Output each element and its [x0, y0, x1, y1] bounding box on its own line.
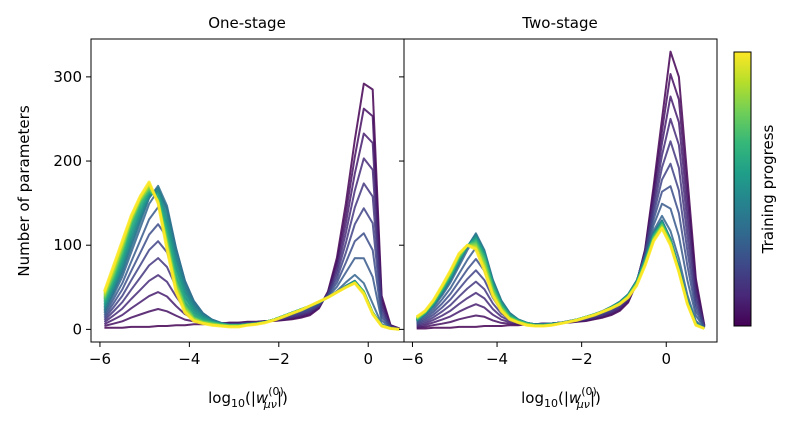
- xlabel-one-stage: log10(|w(0) μν|): [208, 385, 288, 411]
- x-tick-label: −6: [89, 350, 111, 368]
- x-tick-label: −2: [268, 350, 290, 368]
- x-tick-label: −4: [486, 350, 508, 368]
- series-line: [103, 188, 400, 331]
- series-line: [103, 192, 400, 331]
- curves-one-stage: [102, 82, 400, 331]
- ticks-one-stage: −6 −4 −2 0 0 100 200 300: [53, 68, 373, 368]
- series-line: [416, 225, 705, 330]
- title-two-stage: Two-stage: [521, 14, 597, 32]
- series-line: [416, 222, 705, 330]
- series-line: [103, 189, 400, 331]
- y-tick-label: 0: [72, 320, 82, 338]
- series-line: [416, 73, 706, 329]
- x-tick-label: −2: [571, 350, 593, 368]
- ylabel: Number of parameters: [15, 105, 33, 276]
- series-line: [103, 191, 400, 331]
- series-line: [415, 226, 705, 330]
- series-line: [416, 220, 705, 330]
- x-tick-label: −6: [401, 350, 423, 368]
- series-line: [416, 224, 705, 330]
- series-line: [103, 189, 400, 331]
- series-line: [416, 226, 705, 330]
- series-line: [416, 224, 705, 330]
- panel-one-stage: One-stage −6 −4 −2 0 0 100 200 300 log10(|w(0) μ…: [53, 14, 405, 411]
- series-line: [416, 223, 705, 330]
- series-line: [416, 221, 705, 330]
- series-line: [416, 223, 705, 330]
- series-line: [416, 220, 705, 330]
- colorbar: [733, 51, 752, 327]
- series-line: [416, 140, 706, 328]
- series-line: [416, 221, 705, 330]
- series-line: [103, 189, 400, 331]
- series-line: [416, 222, 705, 330]
- series-line: [102, 180, 400, 331]
- series-line: [103, 191, 400, 331]
- xlabel-two-stage: log10(|w(0) μν|): [521, 385, 601, 411]
- axes-frame-two-stage: [403, 38, 718, 343]
- series-line: [103, 190, 400, 331]
- series-line: [416, 226, 705, 330]
- series-line: [103, 188, 400, 331]
- y-tick-label: 100: [53, 236, 82, 254]
- x-tick-label: 0: [363, 350, 373, 368]
- y-tick-label: 300: [53, 68, 82, 86]
- axes-frame-one-stage: [90, 38, 405, 343]
- x-tick-label: −4: [178, 350, 200, 368]
- ticks-two-stage: −6 −4 −2 0: [399, 76, 671, 368]
- y-tick-label: 200: [53, 152, 82, 170]
- series-line: [416, 225, 705, 330]
- panel-two-stage: Two-stage −6 −4 −2 0 log10(|w(0) μν|): [399, 14, 718, 411]
- curves-two-stage: [415, 50, 706, 330]
- title-one-stage: One-stage: [208, 14, 286, 32]
- series-line: [103, 132, 400, 330]
- colorbar-label: Training progress: [759, 124, 777, 254]
- x-tick-label: 0: [661, 350, 671, 368]
